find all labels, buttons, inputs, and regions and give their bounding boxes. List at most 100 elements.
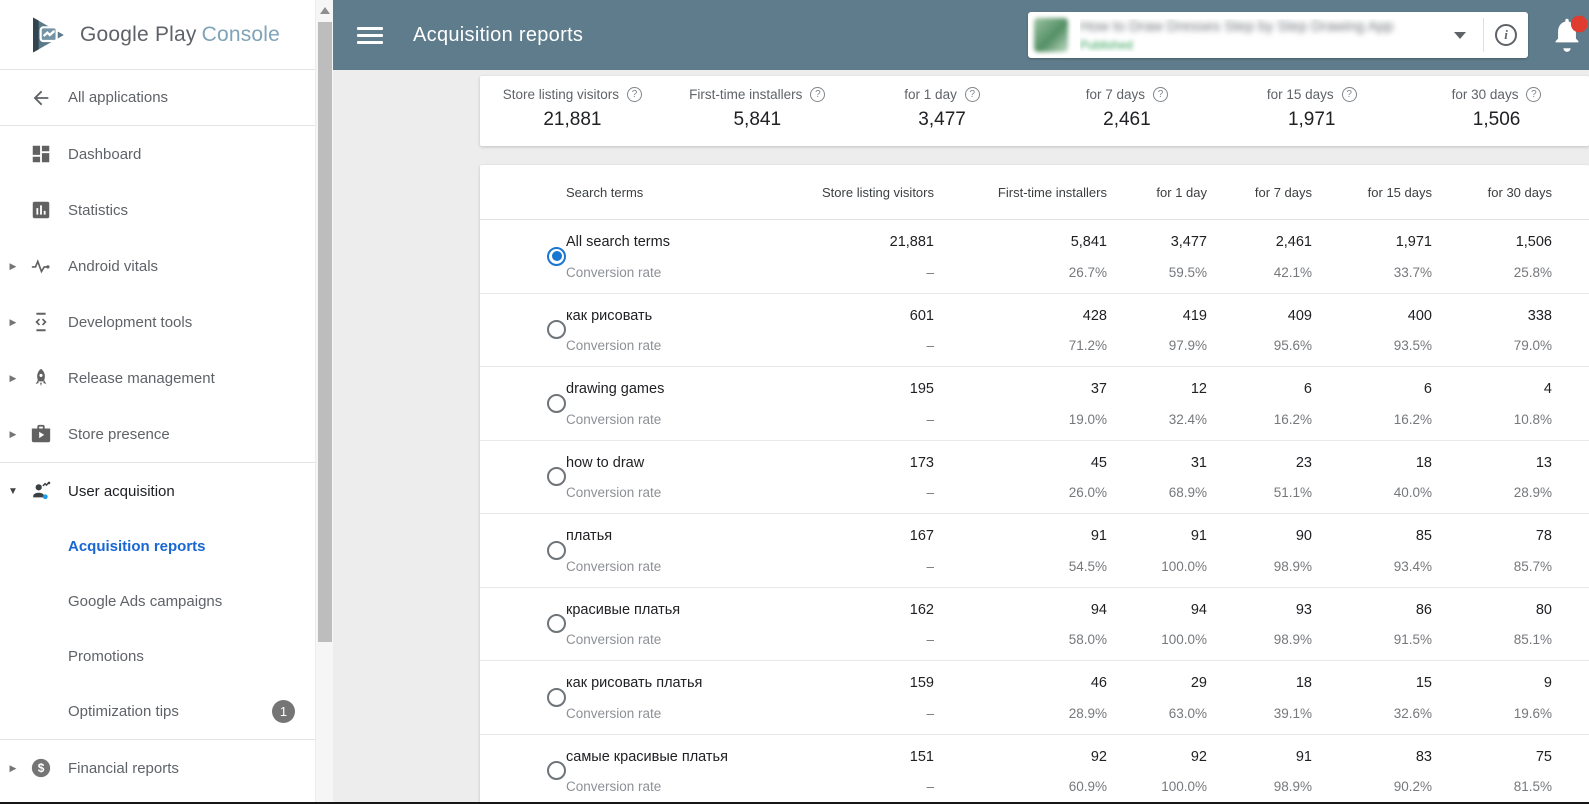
metric-value: 2,461 — [1034, 109, 1219, 131]
column-header[interactable]: First-time installers — [934, 185, 1107, 200]
column-header[interactable]: Search terms — [566, 185, 746, 200]
metric-number: 12 — [1107, 381, 1207, 397]
help-icon[interactable]: ? — [627, 87, 642, 102]
metric-number: 159 — [746, 675, 934, 691]
help-icon[interactable]: ? — [965, 87, 980, 102]
metric-number: 75 — [1432, 749, 1552, 765]
conversion-percent: 60.9% — [934, 779, 1107, 794]
help-icon[interactable]: ? — [1526, 87, 1541, 102]
metric-cell: 42871.2% — [934, 294, 1107, 367]
sidebar-item-acquisition-reports[interactable]: Acquisition reports — [0, 519, 315, 574]
term-cell: красивые платья Conversion rate — [566, 588, 746, 661]
menu-icon[interactable] — [357, 23, 383, 48]
conversion-percent: 85.1% — [1432, 632, 1552, 647]
store-presence-icon — [30, 423, 52, 445]
column-header[interactable]: for 7 days — [1207, 185, 1312, 200]
page-title: Acquisition reports — [413, 24, 583, 47]
scroll-up-arrow-icon[interactable] — [320, 7, 330, 14]
sidebar-item-user-acquisition[interactable]: ▼ User acquisition — [0, 463, 315, 519]
metric-number: 91 — [1107, 528, 1207, 544]
term-cell: drawing games Conversion rate — [566, 367, 746, 440]
sidebar-scrollbar[interactable] — [315, 0, 333, 804]
sidebar-item-store-presence[interactable]: ▶ Store presence — [0, 406, 315, 462]
help-icon[interactable]: ? — [810, 87, 825, 102]
conversion-percent: – — [746, 632, 934, 647]
sidebar-item-dashboard[interactable]: Dashboard — [0, 126, 315, 182]
help-icon[interactable]: ? — [1342, 87, 1357, 102]
metric-number: 45 — [934, 455, 1107, 471]
sidebar-item-statistics[interactable]: Statistics — [0, 182, 315, 238]
content-area: Store listing visitors ? 21,881 First-ti… — [333, 70, 1589, 804]
conversion-rate-label: Conversion rate — [566, 265, 746, 280]
radio-button[interactable] — [547, 761, 566, 780]
metric-number: 338 — [1432, 308, 1552, 324]
scrollbar-thumb[interactable] — [318, 22, 332, 642]
metric-cell: 616.2% — [1312, 367, 1432, 440]
conversion-percent: 93.4% — [1312, 559, 1432, 574]
help-icon[interactable]: ? — [1153, 87, 1168, 102]
metric-number: 93 — [1207, 602, 1312, 618]
conversion-percent: 19.6% — [1432, 706, 1552, 721]
column-header[interactable]: for 30 days — [1432, 185, 1552, 200]
radio-button[interactable] — [547, 247, 566, 266]
google-play-console-logo[interactable]: Google PlayConsole — [0, 0, 315, 70]
metric-cell: 8390.2% — [1312, 735, 1432, 804]
sidebar-item-android-vitals[interactable]: ▶ Android vitals — [0, 238, 315, 294]
search-term: платья — [566, 528, 746, 544]
radio-button[interactable] — [547, 394, 566, 413]
development-tools-icon — [30, 311, 52, 333]
table-body: All search terms Conversion rate 21,881–… — [480, 220, 1589, 804]
radio-button[interactable] — [547, 320, 566, 339]
metric-cell: 3168.9% — [1107, 441, 1207, 514]
conversion-rate-label: Conversion rate — [566, 338, 746, 353]
nav-label: User acquisition — [68, 483, 175, 500]
conversion-percent: 81.5% — [1432, 779, 1552, 794]
metric-number: 173 — [746, 455, 934, 471]
radio-button[interactable] — [547, 541, 566, 560]
app-selector-dropdown[interactable]: How to Draw Dresses Step by Step Drawing… — [1028, 12, 1528, 58]
column-header[interactable]: Store listing visitors — [746, 185, 934, 200]
divider — [1483, 18, 1484, 52]
metric-value: 5,841 — [665, 109, 850, 131]
metric-cell: 616.2% — [1207, 367, 1312, 440]
sidebar-item-development-tools[interactable]: ▶ Development tools — [0, 294, 315, 350]
metric-cell: 41997.9% — [1107, 294, 1207, 367]
main-area: Acquisition reports How to Draw Dresses … — [333, 0, 1589, 804]
conversion-rate-label: Conversion rate — [566, 559, 746, 574]
column-header[interactable]: for 15 days — [1312, 185, 1432, 200]
notification-count-badge: 1 — [272, 700, 295, 723]
metric-cell: 94100.0% — [1107, 588, 1207, 661]
sidebar-item-release-management[interactable]: ▶ Release management — [0, 350, 315, 406]
conversion-percent: – — [746, 485, 934, 500]
radio-button[interactable] — [547, 467, 566, 486]
metric-cell: 1232.4% — [1107, 367, 1207, 440]
sidebar-item-promotions[interactable]: Promotions — [0, 629, 315, 684]
summary-metrics-card: Store listing visitors ? 21,881 First-ti… — [480, 76, 1589, 146]
metric-number: 1,971 — [1312, 234, 1432, 250]
sidebar-item-all-applications[interactable]: All applications — [0, 70, 315, 126]
summary-metric: for 7 days ? 2,461 — [1034, 76, 1219, 146]
conversion-percent: 90.2% — [1312, 779, 1432, 794]
metric-number: 21,881 — [746, 234, 934, 250]
conversion-percent: 26.7% — [934, 265, 1107, 280]
metric-cell: 4628.9% — [934, 661, 1107, 734]
metric-cell: 1839.1% — [1207, 661, 1312, 734]
info-icon[interactable]: i — [1495, 24, 1517, 46]
sidebar-item-google-ads-campaigns[interactable]: Google Ads campaigns — [0, 574, 315, 629]
table-row: как рисовать платья Conversion rate 159–… — [480, 661, 1589, 735]
notifications-bell-icon[interactable] — [1545, 13, 1589, 57]
metric-cell: 3,47759.5% — [1107, 220, 1207, 293]
conversion-percent: 40.0% — [1312, 485, 1432, 500]
conversion-percent: 71.2% — [934, 338, 1107, 353]
column-header[interactable]: for 1 day — [1107, 185, 1207, 200]
sidebar-item-optimization-tips[interactable]: Optimization tips 1 — [0, 684, 315, 739]
user-acquisition-icon — [30, 480, 52, 502]
radio-button[interactable] — [547, 688, 566, 707]
chevron-down-icon — [1454, 32, 1466, 39]
expand-caret-icon: ▶ — [7, 317, 19, 328]
radio-button[interactable] — [547, 614, 566, 633]
radio-cell — [480, 514, 566, 587]
dashboard-icon — [30, 143, 52, 165]
nav-sub-label: Acquisition reports — [68, 538, 206, 555]
sidebar-item-financial-reports[interactable]: ▶ $ Financial reports — [0, 740, 315, 796]
